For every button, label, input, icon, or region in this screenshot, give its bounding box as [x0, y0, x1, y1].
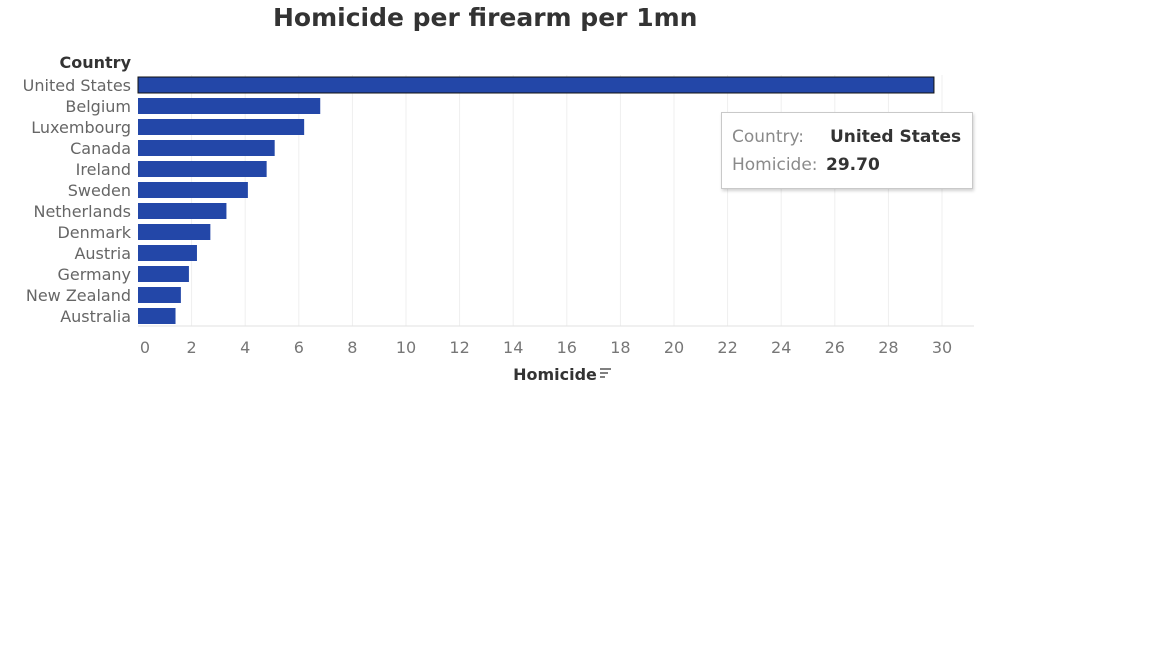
x-tick-label: 30: [932, 338, 952, 357]
x-tick-label: 8: [347, 338, 357, 357]
category-label: New Zealand: [26, 286, 131, 305]
tooltip: Country: United States Homicide: 29.70: [721, 112, 973, 189]
category-label: Austria: [74, 244, 131, 263]
bar[interactable]: [138, 245, 197, 261]
x-tick-label: 2: [187, 338, 197, 357]
category-label: Sweden: [68, 181, 131, 200]
bar[interactable]: [137, 76, 935, 94]
category-label: Germany: [57, 265, 131, 284]
x-tick-label: 0: [140, 338, 150, 357]
category-label: Luxembourg: [31, 118, 131, 137]
x-tick-label: 14: [503, 338, 523, 357]
x-tick-label: 22: [717, 338, 737, 357]
bars: [137, 76, 935, 324]
bar[interactable]: [138, 203, 227, 219]
category-label: United States: [23, 76, 131, 95]
category-label: Ireland: [76, 160, 131, 179]
y-axis-title: Country: [60, 53, 132, 72]
x-tick-label: 24: [771, 338, 791, 357]
x-tick-label: 12: [449, 338, 469, 357]
bar[interactable]: [138, 266, 189, 282]
x-tick-label: 28: [878, 338, 898, 357]
bar[interactable]: [138, 224, 211, 240]
sort-descending-icon[interactable]: [600, 368, 611, 378]
tooltip-country-label: Country:: [732, 127, 805, 147]
category-labels: United States Belgium Luxembourg Canada Irel…: [23, 76, 132, 326]
x-axis-title[interactable]: Homicide: [513, 365, 597, 384]
category-label: Denmark: [57, 223, 131, 242]
category-label: Belgium: [65, 97, 131, 116]
category-label: Canada: [70, 139, 131, 158]
x-tick-label: 26: [825, 338, 845, 357]
x-tick-label: 10: [396, 338, 416, 357]
x-tick-label: 4: [240, 338, 250, 357]
bar[interactable]: [138, 98, 321, 114]
bar[interactable]: [138, 182, 248, 198]
tooltip-homicide-value: 29.70: [826, 155, 880, 175]
category-label: Australia: [60, 307, 131, 326]
x-tick-label: 18: [610, 338, 630, 357]
bar[interactable]: [138, 287, 181, 303]
x-tick-label: 16: [557, 338, 577, 357]
tooltip-homicide-label: Homicide:: [732, 155, 818, 175]
bar[interactable]: [138, 119, 305, 135]
tooltip-country-value: United States: [830, 127, 962, 147]
grid-lines: [138, 75, 974, 327]
x-tick-label: 6: [294, 338, 304, 357]
category-label: Netherlands: [33, 202, 131, 221]
chart-title: Homicide per firearm per 1mn: [273, 3, 698, 32]
bar[interactable]: [138, 161, 267, 177]
bar[interactable]: [138, 140, 275, 156]
x-tick-labels: 0 2 4 6 8 10 12 14 16 18 20 22 24 26 28 30: [140, 338, 952, 357]
bar[interactable]: [138, 308, 176, 324]
x-tick-label: 20: [664, 338, 684, 357]
